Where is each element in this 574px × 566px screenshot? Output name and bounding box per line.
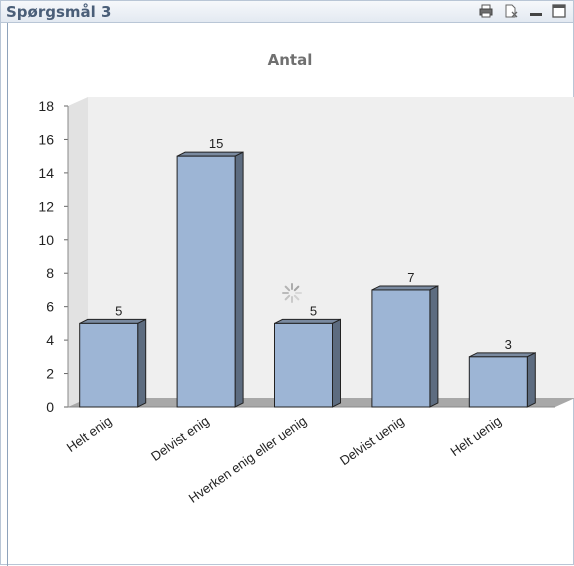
bar-data-label: 5 <box>310 303 317 318</box>
bar <box>468 352 536 408</box>
bar-side-face <box>332 318 341 408</box>
bar-top-face <box>79 318 146 324</box>
x-category-label: Delvist uenig <box>337 413 407 468</box>
y-tick-label: 0 <box>46 399 54 415</box>
chart-title: Antal <box>268 51 313 69</box>
x-category-label: Helt uenig <box>447 413 504 459</box>
y-tick-label: 2 <box>46 366 54 382</box>
bar-data-label: 3 <box>505 337 512 352</box>
bar-data-label: 15 <box>209 136 223 151</box>
window-caption-bar: Spørgsmål 3 <box>1 1 573 23</box>
spinner-spoke <box>293 294 300 301</box>
y-tick-label: 12 <box>38 198 54 214</box>
clear-selection-icon[interactable] <box>504 4 518 18</box>
print-icon[interactable] <box>479 4 493 18</box>
y-tick-label: 6 <box>46 299 54 315</box>
bar-top-face <box>371 285 439 291</box>
bar-data-label: 5 <box>115 303 122 318</box>
minimize-icon[interactable] <box>529 4 543 18</box>
window-title: Spørgsmål 3 <box>6 3 112 21</box>
bar <box>79 318 147 408</box>
maximize-icon[interactable] <box>552 4 566 18</box>
bar-side-face <box>526 352 536 408</box>
y-tick-label: 16 <box>38 131 54 147</box>
loading-spinner-icon <box>282 283 302 303</box>
spinner-spoke <box>284 294 291 301</box>
bar-front-face <box>176 155 236 408</box>
spinner-spoke <box>284 285 291 292</box>
spinner-spoke <box>293 285 300 292</box>
bar-front-face <box>371 289 431 408</box>
bar <box>274 318 341 408</box>
y-tick-label: 18 <box>38 98 54 114</box>
bar-front-face <box>274 322 333 408</box>
bar-front-face <box>79 322 139 408</box>
y-tick-label: 14 <box>38 165 54 181</box>
frame-left-border <box>7 23 8 566</box>
bar <box>176 151 244 408</box>
bar-side-face <box>234 151 244 408</box>
bar-top-face <box>176 151 244 157</box>
x-category-label: Delvist enig <box>148 413 212 464</box>
bar-side-face <box>137 318 147 408</box>
y-tick-label: 4 <box>46 332 54 348</box>
x-category-label: Helt enig <box>64 413 115 455</box>
y-tick-label: 8 <box>46 265 54 281</box>
bar-top-face <box>274 318 341 324</box>
bar-side-face <box>429 285 439 408</box>
bar-data-label: 7 <box>407 270 414 285</box>
bar-top-face <box>469 352 536 358</box>
bar <box>371 285 439 408</box>
bar-front-face <box>468 356 528 408</box>
y-tick-label: 10 <box>38 232 54 248</box>
